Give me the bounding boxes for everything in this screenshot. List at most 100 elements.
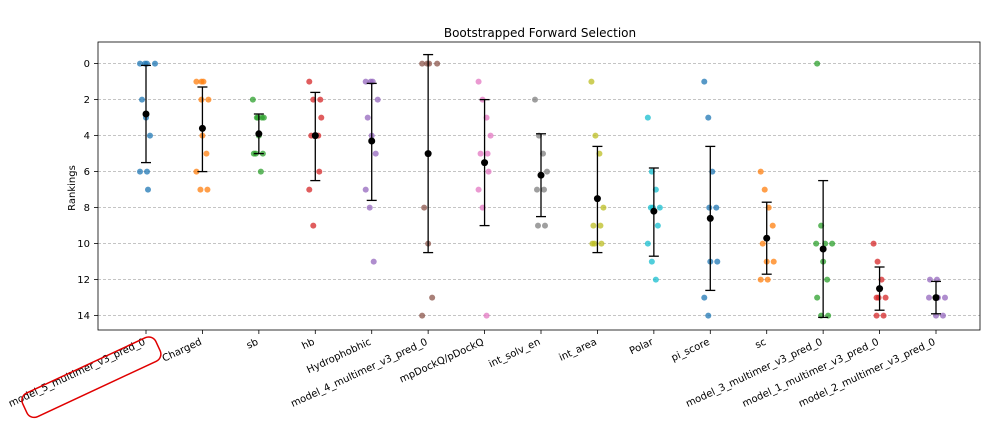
mean-point (650, 207, 658, 215)
data-point (644, 240, 651, 247)
y-tick-label: 0 (84, 59, 90, 70)
data-point (317, 96, 324, 103)
category-group (193, 78, 212, 193)
category-group (137, 60, 158, 193)
x-tick-label: Polar (628, 336, 656, 357)
data-point (814, 60, 821, 67)
data-point (654, 222, 661, 229)
data-point (249, 96, 256, 103)
data-point (592, 132, 599, 139)
data-point (434, 60, 441, 67)
mean-point (255, 130, 263, 138)
x-tick-label: sb (245, 337, 260, 352)
data-point (764, 276, 771, 283)
x-tick-label: sc (754, 337, 768, 351)
x-tick-label: Charged (161, 337, 204, 365)
data-point (137, 168, 143, 175)
x-tick-label: int_area (557, 337, 598, 364)
data-point (590, 222, 597, 229)
mean-point (311, 132, 319, 140)
data-point (813, 240, 820, 247)
data-point (874, 258, 881, 265)
data-point (316, 168, 323, 175)
series-layer (137, 53, 948, 319)
data-point (598, 240, 605, 247)
data-point (364, 114, 371, 121)
data-point (429, 294, 436, 301)
data-point (597, 222, 604, 229)
y-tick-label: 4 (84, 131, 90, 142)
data-point (824, 276, 831, 283)
data-point (942, 294, 948, 301)
data-point (198, 78, 205, 85)
data-point (193, 168, 200, 175)
mean-point (763, 234, 771, 242)
y-axis-label: Rankings (67, 165, 78, 211)
category-group (419, 53, 441, 319)
data-point (541, 186, 547, 193)
data-point (706, 204, 713, 211)
mean-point (481, 159, 489, 167)
mean-point (593, 195, 601, 203)
y-tick-label: 14 (77, 311, 90, 322)
data-point (534, 186, 540, 193)
data-point (701, 294, 708, 301)
category-group (588, 78, 607, 254)
data-point (419, 60, 426, 67)
mean-point (368, 137, 376, 145)
category-group (870, 240, 889, 319)
x-tick-label: int_solv_en (487, 337, 542, 370)
category-group (757, 168, 777, 283)
data-point (535, 222, 541, 229)
data-point (656, 204, 663, 211)
x-axis: model_5_multimer_v3_pred_0 Charged sb hbHyd… (7, 330, 937, 419)
category-group (249, 96, 267, 175)
category-group (306, 78, 325, 229)
data-point (714, 258, 721, 265)
data-point (759, 240, 766, 247)
data-point (644, 114, 651, 121)
data-point (193, 78, 200, 85)
data-point (705, 312, 712, 319)
y-tick-label: 2 (84, 95, 90, 106)
data-point (542, 222, 548, 229)
mean-point (932, 294, 940, 302)
data-point (814, 294, 821, 301)
data-point (424, 60, 431, 67)
mean-point (537, 171, 545, 179)
x-tick-label: pi_score (670, 337, 712, 364)
data-point (829, 240, 836, 247)
data-point (713, 204, 720, 211)
x-tick-label: hb (300, 337, 316, 352)
category-group (926, 276, 948, 319)
data-point (882, 294, 889, 301)
y-tick-label: 6 (84, 167, 90, 178)
data-point (257, 168, 264, 175)
data-point (485, 168, 492, 175)
data-point (589, 240, 596, 247)
data-point (144, 168, 150, 175)
data-point (870, 240, 877, 247)
data-point (705, 114, 712, 121)
category-group (475, 78, 494, 319)
data-point (532, 96, 538, 103)
data-point (152, 60, 158, 67)
category-group (362, 78, 381, 265)
data-point (940, 312, 946, 319)
y-tick-label: 10 (77, 239, 90, 250)
highlight-box (21, 336, 162, 419)
data-point (254, 114, 261, 121)
data-point (421, 204, 428, 211)
data-point (475, 78, 482, 85)
data-point (318, 114, 325, 121)
chart-title: Bootstrapped Forward Selection (444, 26, 636, 40)
data-point (198, 96, 205, 103)
data-point (197, 186, 204, 193)
data-point (204, 186, 211, 193)
data-point (757, 276, 764, 283)
mean-point (424, 150, 432, 158)
data-point (600, 204, 607, 211)
data-point (366, 204, 373, 211)
y-tick-label: 12 (77, 275, 90, 286)
